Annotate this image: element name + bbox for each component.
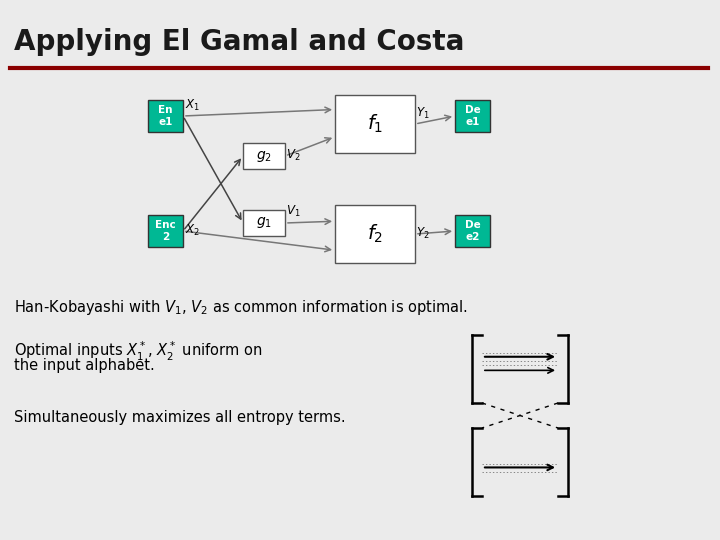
Bar (148, 100, 183, 132)
Text: $Y_1$: $Y_1$ (416, 106, 430, 121)
Text: $g_1$: $g_1$ (256, 215, 272, 231)
Bar (243, 210, 285, 236)
Text: $X_2$: $X_2$ (185, 223, 200, 238)
Text: $V_1$: $V_1$ (286, 204, 300, 219)
Text: De
e1: De e1 (464, 105, 480, 127)
Text: Enc
2: Enc 2 (155, 220, 176, 242)
Text: $V_2$: $V_2$ (286, 148, 300, 163)
Bar (148, 215, 183, 247)
Text: En
e1: En e1 (158, 105, 173, 127)
Text: $Y_2$: $Y_2$ (416, 226, 430, 241)
Text: $g_2$: $g_2$ (256, 148, 272, 164)
Text: $f_2$: $f_2$ (367, 223, 383, 245)
Text: Optimal inputs $X_1^*$, $X_2^*$ uniform on: Optimal inputs $X_1^*$, $X_2^*$ uniform … (14, 340, 263, 363)
Text: $X_1$: $X_1$ (185, 98, 200, 113)
Text: $f_1$: $f_1$ (367, 113, 383, 135)
Text: De
e2: De e2 (464, 220, 480, 242)
Bar (455, 100, 490, 132)
Bar (335, 95, 415, 153)
Text: Simultaneously maximizes all entropy terms.: Simultaneously maximizes all entropy ter… (14, 410, 346, 425)
Bar (455, 215, 490, 247)
Text: Applying El Gamal and Costa: Applying El Gamal and Costa (14, 28, 464, 56)
Text: the input alphabet.: the input alphabet. (14, 358, 155, 373)
Bar (243, 143, 285, 169)
Text: Han-Kobayashi with $V_1$, $V_2$ as common information is optimal.: Han-Kobayashi with $V_1$, $V_2$ as commo… (14, 298, 468, 317)
Bar (335, 205, 415, 263)
